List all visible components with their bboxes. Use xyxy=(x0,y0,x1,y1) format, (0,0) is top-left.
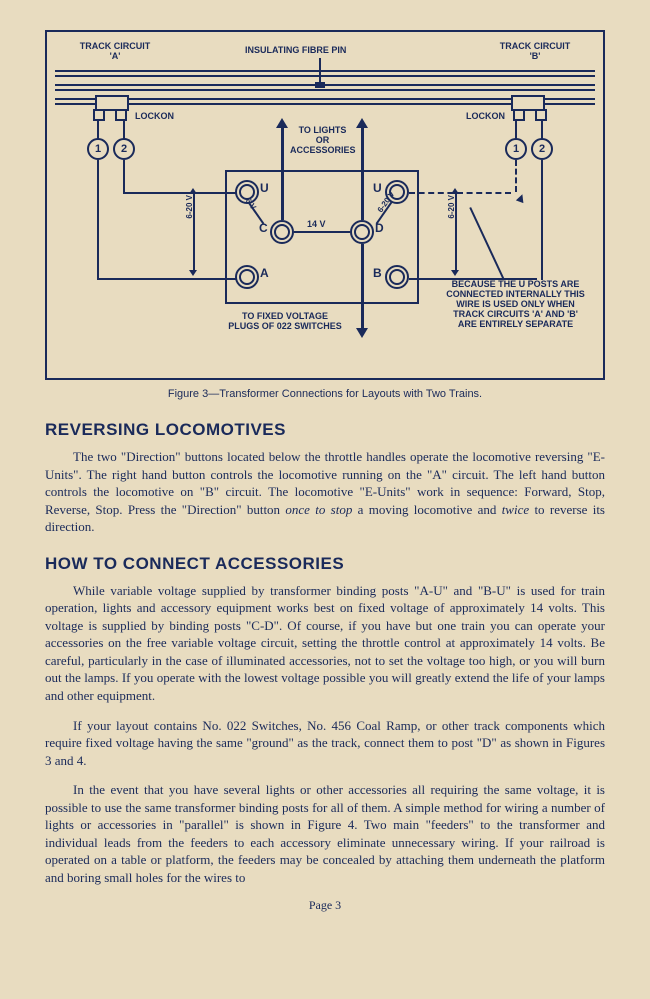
note-pointer xyxy=(469,207,505,280)
num-1b: 1 xyxy=(505,138,527,160)
fibre-pin-icon xyxy=(315,82,325,88)
post-a xyxy=(235,265,259,289)
to-fixed-label: TO FIXED VOLTAGEPLUGS OF 022 SWITCHES xyxy=(225,312,345,332)
page: TRACK CIRCUIT'A' INSULATING FIBRE PIN TR… xyxy=(0,0,650,933)
lockon-b-tabs xyxy=(513,109,547,117)
para-acc-3: In the event that you have several light… xyxy=(45,781,605,886)
lockon-b-label: LOCKON xyxy=(466,112,505,122)
page-number: Page 3 xyxy=(45,898,605,913)
figure-caption: Figure 3—Transformer Connections for Lay… xyxy=(45,388,605,400)
post-b-label: B xyxy=(373,267,382,280)
post-c-label: C xyxy=(259,222,268,235)
u-note-label: BECAUSE THE U POSTS ARECONNECTED INTERNA… xyxy=(438,280,593,329)
post-u-left-label: U xyxy=(260,182,269,195)
arrow-d-down-icon xyxy=(356,328,368,338)
fibre-pin-label: INSULATING FIBRE PIN xyxy=(245,46,346,56)
post-d xyxy=(350,220,374,244)
num-1a: 1 xyxy=(87,138,109,160)
lockon-a-tabs xyxy=(93,109,127,117)
arrow-d-up-icon xyxy=(356,118,368,128)
to-lights-label: TO LIGHTSORACCESSORIES xyxy=(290,126,355,156)
post-a-label: A xyxy=(260,267,269,280)
track-a-label: TRACK CIRCUIT'A' xyxy=(70,42,160,62)
diagram-frame: TRACK CIRCUIT'A' INSULATING FIBRE PIN TR… xyxy=(45,30,605,380)
track-b-label: TRACK CIRCUIT'B' xyxy=(490,42,580,62)
para-acc-2: If your layout contains No. 022 Switches… xyxy=(45,717,605,770)
lockon-a-label: LOCKON xyxy=(135,112,174,122)
arrow-c-icon xyxy=(276,118,288,128)
post-u-right-label: U xyxy=(373,182,382,195)
post-c xyxy=(270,220,294,244)
wiring-diagram: TRACK CIRCUIT'A' INSULATING FIBRE PIN TR… xyxy=(55,40,595,370)
num-2a: 2 xyxy=(113,138,135,160)
heading-accessories: HOW TO CONNECT ACCESSORIES xyxy=(45,554,605,574)
v14-label: 14 V xyxy=(307,220,326,230)
rail-2 xyxy=(55,84,595,91)
para-acc-1: While variable voltage supplied by trans… xyxy=(45,582,605,705)
pin-pointer xyxy=(319,58,321,82)
post-b xyxy=(385,265,409,289)
para-reversing: The two "Direction" buttons located belo… xyxy=(45,448,605,536)
rail-1 xyxy=(55,70,595,77)
num-2b: 2 xyxy=(531,138,553,160)
heading-reversing: REVERSING LOCOMOTIVES xyxy=(45,420,605,440)
